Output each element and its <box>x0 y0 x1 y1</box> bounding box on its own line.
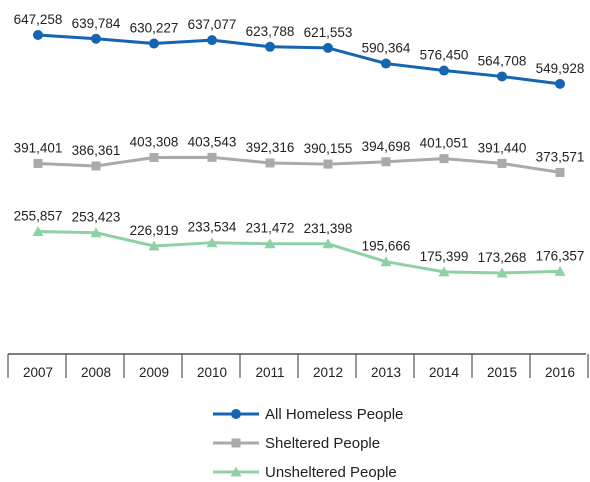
data-point <box>381 58 391 69</box>
data-label: 621,553 <box>304 25 353 40</box>
data-point <box>323 42 333 53</box>
data-point <box>265 41 275 52</box>
legend-label: All Homeless People <box>265 406 403 423</box>
data-label: 391,401 <box>14 140 63 155</box>
data-point <box>322 238 334 249</box>
data-point <box>265 158 275 168</box>
x-tick-label-2010: 2010 <box>197 365 227 380</box>
data-point <box>32 225 44 236</box>
data-point <box>264 238 276 249</box>
series-line <box>37 33 561 86</box>
series-line <box>37 155 561 174</box>
data-point <box>33 158 43 168</box>
data-label: 390,155 <box>304 141 353 156</box>
series-line <box>37 229 561 275</box>
x-tick-label-2015: 2015 <box>487 365 517 380</box>
data-label: 373,571 <box>536 149 585 164</box>
data-label: 639,784 <box>72 16 121 31</box>
x-tick-label-2009: 2009 <box>139 365 169 380</box>
data-label: 176,357 <box>536 248 585 263</box>
data-label: 195,666 <box>362 239 411 254</box>
data-label: 233,534 <box>188 220 237 235</box>
legend-item-square: Sheltered People <box>213 435 380 452</box>
data-point <box>380 256 392 267</box>
legend-marker <box>230 466 242 477</box>
data-point <box>91 33 101 44</box>
series-group: 647,258 639,784 630,227 637,077 623,788 621,5… <box>14 12 585 278</box>
data-point <box>90 227 102 238</box>
x-tick-label-2011: 2011 <box>255 365 284 380</box>
data-point <box>497 158 507 168</box>
data-point <box>149 152 159 162</box>
data-point <box>439 154 449 164</box>
x-tick-label-2012: 2012 <box>313 365 343 380</box>
data-point <box>555 167 565 177</box>
series-circle: 647,258 639,784 630,227 637,077 623,788 621,5… <box>14 12 585 89</box>
data-label: 391,440 <box>478 140 527 155</box>
data-point <box>323 159 333 169</box>
x-tick-label-2013: 2013 <box>371 365 401 380</box>
data-point <box>207 152 217 162</box>
data-point <box>496 267 508 278</box>
legend-marker <box>231 409 241 419</box>
data-point <box>33 30 43 40</box>
data-label: 590,364 <box>362 41 411 56</box>
data-label: 226,919 <box>130 223 179 238</box>
legend-marker <box>231 438 241 448</box>
data-label: 231,472 <box>246 221 295 236</box>
data-label: 647,258 <box>14 12 63 27</box>
data-label: 175,399 <box>420 249 469 264</box>
x-tick-label-2007: 2007 <box>23 365 53 380</box>
series-triangle: 255,857 253,423 226,919 233,534 231,472 231,3… <box>14 208 585 278</box>
data-point <box>439 65 449 76</box>
legend-label: Unsheltered People <box>265 464 397 481</box>
legend-item-circle: All Homeless People <box>213 406 403 423</box>
data-label: 623,788 <box>246 24 295 39</box>
data-point <box>207 35 217 46</box>
data-label: 394,698 <box>362 139 411 154</box>
data-label: 549,928 <box>536 61 585 76</box>
data-label: 630,227 <box>130 21 179 36</box>
data-point <box>438 266 450 277</box>
data-label: 576,450 <box>420 48 469 63</box>
x-tick-label-2016: 2016 <box>545 365 575 380</box>
data-label: 386,361 <box>72 143 121 158</box>
legend-item-triangle: Unsheltered People <box>213 464 397 481</box>
data-point <box>381 157 391 167</box>
data-label: 253,423 <box>72 210 121 225</box>
data-label: 392,316 <box>246 140 295 155</box>
data-label: 231,398 <box>304 221 353 236</box>
data-label: 401,051 <box>420 136 469 151</box>
data-point <box>554 265 566 276</box>
data-label: 173,268 <box>478 250 527 265</box>
x-axis: 2007 2008 2009 2010 2011 2012 2013 2014 2015 2016 <box>7 353 589 380</box>
data-label: 403,308 <box>130 134 179 149</box>
data-label: 255,857 <box>14 208 63 223</box>
x-tick-label-2014: 2014 <box>429 365 460 380</box>
data-point <box>206 237 218 248</box>
data-point <box>91 161 101 171</box>
data-label: 403,543 <box>188 134 237 149</box>
legend: All Homeless People Sheltered People Unshe… <box>213 406 403 481</box>
data-point <box>148 240 160 251</box>
legend-label: Sheltered People <box>265 435 380 452</box>
data-label: 564,708 <box>478 53 527 68</box>
data-point <box>149 38 159 49</box>
data-point <box>497 71 507 82</box>
data-label: 637,077 <box>188 17 237 32</box>
series-square: 391,401 386,361 403,308 403,543 392,316 390,1… <box>14 134 585 177</box>
data-point <box>555 78 565 89</box>
x-tick-label-2008: 2008 <box>81 365 111 380</box>
